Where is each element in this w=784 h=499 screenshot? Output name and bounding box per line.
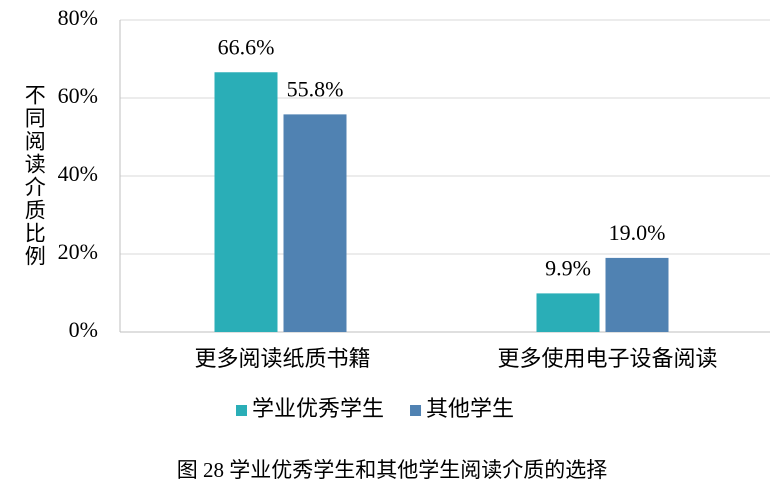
y-tick-label: 60% [58, 83, 98, 108]
x-tick-label: 更多阅读纸质书籍 [194, 346, 370, 371]
value-label: 9.9% [545, 255, 591, 280]
bar [283, 114, 347, 332]
y-axis-label: 不同阅读介质比例 [22, 84, 46, 268]
bar [605, 257, 669, 332]
y-tick-label: 80% [58, 5, 98, 30]
bar [214, 72, 278, 332]
y-tick-label: 0% [69, 317, 98, 342]
y-tick-label: 40% [58, 161, 98, 186]
value-label: 55.8% [287, 76, 344, 101]
legend-swatch [410, 405, 422, 416]
legend-swatch [236, 405, 247, 416]
legend-label: 其他学生 [426, 396, 514, 421]
value-label: 66.6% [218, 34, 275, 59]
y-tick-label: 20% [58, 239, 98, 264]
bar [536, 293, 600, 332]
caption: 图 28 学业优秀学生和其他学生阅读介质的选择 [177, 458, 608, 482]
value-label: 19.0% [609, 220, 666, 245]
x-tick-label: 更多使用电子设备阅读 [497, 346, 717, 371]
legend-label: 学业优秀学生 [252, 396, 384, 421]
